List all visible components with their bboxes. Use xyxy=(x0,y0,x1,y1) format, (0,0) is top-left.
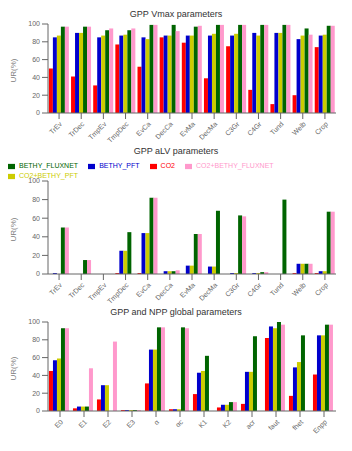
svg-text:80: 80 xyxy=(32,196,40,203)
svg-text:DecMa: DecMa xyxy=(198,281,219,302)
html-text:CO2: CO2 xyxy=(160,162,175,169)
html-text:GPP and NPP global parameters: GPP and NPP global parameters xyxy=(110,307,242,317)
html-text:CO2+BETHY_FLUXNET: CO2+BETHY_FLUXNET xyxy=(196,162,274,169)
svg-text:K1: K1 xyxy=(197,418,208,429)
svg-text:C4Gr: C4Gr xyxy=(246,281,263,298)
svg-text:0: 0 xyxy=(36,270,40,277)
svg-text:α: α xyxy=(152,418,160,426)
svg-text:DecCa: DecCa xyxy=(154,281,174,301)
svg-text:UR(%): UR(%) xyxy=(9,356,18,380)
svg-text:60: 60 xyxy=(32,56,40,63)
html-text:GPP Vmax parameters: GPP Vmax parameters xyxy=(129,9,223,19)
html-text:GPP aLV parameters: GPP aLV parameters xyxy=(133,146,219,156)
svg-text:100: 100 xyxy=(28,318,40,325)
svg-text:80: 80 xyxy=(32,336,40,343)
svg-text:C4Gr: C4Gr xyxy=(246,120,263,137)
svg-text:0: 0 xyxy=(36,407,40,414)
svg-text:TmpEv: TmpEv xyxy=(87,120,108,141)
svg-text:fhet: fhet xyxy=(291,418,304,431)
svg-text:Tund: Tund xyxy=(269,120,285,136)
svg-text:acr: acr xyxy=(244,418,256,430)
svg-text:100: 100 xyxy=(28,20,40,27)
svg-text:K2: K2 xyxy=(221,418,232,429)
svg-text:faut: faut xyxy=(267,418,280,431)
svg-text:EvMa: EvMa xyxy=(179,120,197,138)
svg-text:TmpDec: TmpDec xyxy=(106,120,131,145)
svg-text:Crop: Crop xyxy=(313,281,329,297)
svg-text:TrEv: TrEv xyxy=(48,120,64,136)
svg-text:20: 20 xyxy=(32,390,40,397)
svg-text:UR(%): UR(%) xyxy=(9,217,18,241)
html-text:CO2+BETHY_PFT: CO2+BETHY_PFT xyxy=(19,172,78,179)
svg-text:DecCa: DecCa xyxy=(154,120,174,140)
html-text:BETHY_FLUXNET: BETHY_FLUXNET xyxy=(19,162,79,169)
svg-text:20: 20 xyxy=(32,252,40,259)
svg-text:Welb: Welb xyxy=(291,281,307,297)
svg-text:EvMa: EvMa xyxy=(179,281,197,299)
svg-text:C3Gr: C3Gr xyxy=(224,120,241,137)
svg-text:TrDec: TrDec xyxy=(67,281,86,300)
svg-text:TrEv: TrEv xyxy=(48,281,64,297)
svg-text:TrDec: TrDec xyxy=(67,120,86,139)
svg-text:0: 0 xyxy=(36,109,40,116)
svg-text:Crop: Crop xyxy=(313,120,329,136)
svg-text:60: 60 xyxy=(32,354,40,361)
svg-text:80: 80 xyxy=(32,38,40,45)
svg-text:20: 20 xyxy=(32,92,40,99)
svg-text:DecMa: DecMa xyxy=(198,120,219,141)
svg-text:C3Gr: C3Gr xyxy=(224,281,241,298)
svg-text:60: 60 xyxy=(32,215,40,222)
svg-text:EvCa: EvCa xyxy=(135,281,152,298)
svg-text:40: 40 xyxy=(32,372,40,379)
svg-text:E1: E1 xyxy=(77,418,88,429)
svg-text:UR(%): UR(%) xyxy=(9,58,18,82)
svg-text:Tund: Tund xyxy=(269,281,285,297)
svg-text:Enpp: Enpp xyxy=(312,418,329,435)
html-text:BETHY_PFT: BETHY_PFT xyxy=(99,162,140,169)
svg-text:TmpDec: TmpDec xyxy=(106,281,131,306)
svg-text:E3: E3 xyxy=(125,418,136,429)
svg-text:40: 40 xyxy=(32,233,40,240)
svg-text:E2: E2 xyxy=(101,418,112,429)
svg-text:αc: αc xyxy=(174,418,185,429)
svg-text:TmpEv: TmpEv xyxy=(87,281,108,302)
svg-text:40: 40 xyxy=(32,74,40,81)
svg-text:E0: E0 xyxy=(53,418,64,429)
svg-text:Welb: Welb xyxy=(291,120,307,136)
svg-text:100: 100 xyxy=(28,177,40,184)
svg-text:EvCa: EvCa xyxy=(135,120,152,137)
